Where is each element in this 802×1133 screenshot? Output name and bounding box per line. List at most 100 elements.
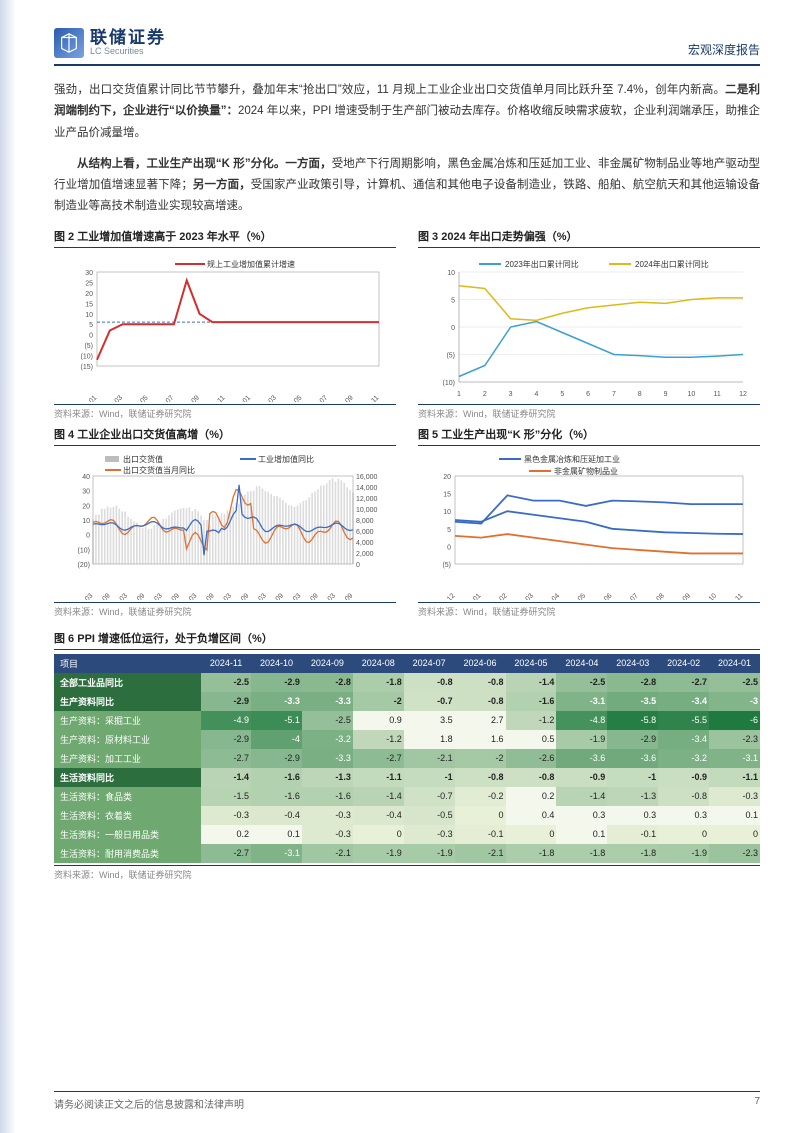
svg-text:15: 15 [443, 491, 451, 498]
svg-text:16,000: 16,000 [356, 474, 378, 481]
ppi-col-header: 2024-01 [709, 654, 760, 673]
svg-text:25: 25 [85, 280, 93, 287]
logo-cn: 联储证券 [90, 29, 166, 48]
svg-text:10: 10 [443, 509, 451, 516]
svg-text:8: 8 [638, 391, 642, 398]
svg-text:工业增加值同比: 工业增加值同比 [258, 454, 314, 464]
svg-text:出口交货值: 出口交货值 [123, 454, 163, 464]
chart-5-title: 图 5 工业生产出现“K 形”分化（%） [418, 426, 760, 446]
svg-text:8,000: 8,000 [356, 518, 374, 525]
chart-2-title: 图 2 工业增加值增速高于 2023 年水平（%） [54, 228, 396, 248]
svg-text:6: 6 [586, 391, 590, 398]
svg-text:2024-08: 2024-08 [643, 592, 666, 600]
svg-text:1: 1 [457, 391, 461, 398]
svg-text:2024-05: 2024-05 [564, 592, 587, 600]
svg-text:(10): (10) [81, 353, 93, 360]
paragraph-1: 强劲，出口交货值累计同比节节攀升，叠加年末“抢出口”效应，11 月规上工业企业出… [54, 80, 760, 144]
ppi-col-header: 2024-10 [251, 654, 302, 673]
chart-4-title: 图 4 工业企业出口交货值高增（%） [54, 426, 396, 446]
ppi-row: 生产资料：采掘工业-4.9-5.1-2.50.93.52.7-1.2-4.8-5… [54, 711, 760, 730]
page-header: 联储证券 LC Securities 宏观深度报告 [54, 28, 760, 66]
chart-5-source: 资料来源：Wind，联储证券研究院 [418, 602, 760, 618]
svg-text:2024-05: 2024-05 [280, 394, 303, 402]
svg-text:5: 5 [560, 391, 564, 398]
svg-text:(5): (5) [84, 343, 93, 350]
chart-3-svg: 2023年出口累计同比2024年出口累计同比(10)(5)05101234567… [418, 252, 760, 402]
header-doc-type: 宏观深度报告 [688, 41, 760, 58]
chart-2-svg: 规上工业增加值累计增速(15)(10)(5)0510152025302023-0… [54, 252, 396, 402]
svg-text:黑色金属冶炼和压延加工业: 黑色金属冶炼和压延加工业 [524, 454, 620, 464]
svg-text:7: 7 [612, 391, 616, 398]
svg-text:2024-02: 2024-02 [486, 592, 509, 600]
ppi-row: 生产资料同比-2.9-3.3-3.3-2-0.7-0.8-1.6-3.1-3.5… [54, 692, 760, 711]
chart-6-source: 资料来源：Wind，联储证券研究院 [54, 865, 760, 881]
svg-text:10: 10 [687, 391, 695, 398]
svg-text:(10): (10) [443, 380, 455, 387]
chart-3-source: 资料来源：Wind，联储证券研究院 [418, 404, 760, 420]
svg-text:12: 12 [739, 391, 747, 398]
svg-text:2023-03: 2023-03 [101, 394, 124, 402]
paragraph-2: 从结构上看，工业生产出现“K 形”分化。一方面，受地产下行周期影响，黑色金属冶炼… [54, 154, 760, 218]
ppi-col-header: 2024-08 [353, 654, 404, 673]
chart-3-title: 图 3 2024 年出口走势偏强（%） [418, 228, 760, 248]
ppi-col-header: 2024-04 [556, 654, 607, 673]
chart-4-source: 资料来源：Wind，联储证券研究院 [54, 602, 396, 618]
svg-text:2: 2 [483, 391, 487, 398]
logo-mark-icon [54, 28, 84, 58]
svg-text:20: 20 [82, 503, 90, 510]
chart-4: 图 4 工业企业出口交货值高增（%） 出口交货值出口交货值当月同比 工业增加值同比… [54, 426, 396, 618]
svg-text:2024-03: 2024-03 [512, 592, 535, 600]
footer-page-number: 7 [754, 1096, 760, 1111]
chart-5-svg: 黑色金属冶炼和压延加工业非金属矿物制品业(5)051015202023-1220… [418, 450, 760, 600]
ppi-col-header: 2024-02 [658, 654, 709, 673]
ppi-col-header: 2024-05 [506, 654, 557, 673]
svg-text:20: 20 [85, 290, 93, 297]
svg-text:2023-09: 2023-09 [178, 394, 201, 402]
svg-text:(5): (5) [442, 562, 451, 569]
svg-text:2024-09: 2024-09 [332, 394, 355, 402]
svg-text:2024-10: 2024-10 [695, 592, 718, 600]
svg-text:0: 0 [356, 562, 360, 569]
svg-text:2023-07: 2023-07 [152, 394, 175, 402]
svg-text:3: 3 [509, 391, 513, 398]
ppi-col-header: 2024-09 [302, 654, 353, 673]
chart-5: 图 5 工业生产出现“K 形”分化（%） 黑色金属冶炼和压延加工业非金属矿物制品… [418, 426, 760, 618]
svg-text:2,000: 2,000 [356, 551, 374, 558]
svg-text:(15): (15) [81, 364, 93, 371]
svg-text:2024-06: 2024-06 [590, 592, 613, 600]
svg-text:0: 0 [451, 325, 455, 332]
svg-text:规上工业增加值累计增速: 规上工业增加值累计增速 [207, 259, 295, 269]
logo-en: LC Securities [90, 47, 166, 57]
svg-text:2024年出口累计同比: 2024年出口累计同比 [635, 259, 709, 269]
svg-text:2024-01: 2024-01 [459, 592, 482, 600]
page-side-gradient [0, 0, 16, 1133]
svg-text:2024-11: 2024-11 [722, 592, 745, 600]
ppi-row: 生产资料：原材料工业-2.9-4-3.2-1.21.81.60.5-1.9-2.… [54, 730, 760, 749]
svg-text:5: 5 [89, 322, 93, 329]
svg-text:出口交货值当月同比: 出口交货值当月同比 [123, 465, 195, 475]
ppi-row: 全部工业品同比-2.5-2.9-2.8-1.8-0.8-0.8-1.4-2.5-… [54, 673, 760, 692]
svg-text:2024-11: 2024-11 [358, 394, 381, 402]
ppi-row: 生活资料：食品类-1.5-1.6-1.6-1.4-0.7-0.20.2-1.4-… [54, 787, 760, 806]
footer-disclaimer: 请务必阅读正文之后的信息披露和法律声明 [54, 1096, 244, 1111]
svg-text:0: 0 [89, 332, 93, 339]
chart-2-source: 资料来源：Wind，联储证券研究院 [54, 404, 396, 420]
chart-6-title: 图 6 PPI 增速低位运行，处于负增区间（%） [54, 630, 760, 650]
chart-2: 图 2 工业增加值增速高于 2023 年水平（%） 规上工业增加值累计增速 (15… [54, 228, 396, 420]
page-footer: 请务必阅读正文之后的信息披露和法律声明 7 [54, 1091, 760, 1111]
svg-text:5: 5 [447, 526, 451, 533]
logo-block: 联储证券 LC Securities [54, 28, 166, 58]
svg-text:2024-01: 2024-01 [229, 394, 252, 402]
svg-text:2023年出口累计同比: 2023年出口累计同比 [505, 259, 579, 269]
svg-text:10,000: 10,000 [356, 507, 378, 514]
charts-grid: 图 2 工业增加值增速高于 2023 年水平（%） 规上工业增加值累计增速 (15… [54, 228, 760, 881]
svg-text:2024-07: 2024-07 [306, 394, 329, 402]
svg-text:非金属矿物制品业: 非金属矿物制品业 [554, 466, 618, 476]
svg-text:2023-11: 2023-11 [204, 394, 227, 402]
ppi-row: 生活资料：一般日用品类0.20.1-0.30-0.3-0.100.1-0.100 [54, 825, 760, 844]
svg-text:(5): (5) [446, 352, 455, 359]
svg-text:4,000: 4,000 [356, 540, 374, 547]
ppi-row: 生活资料：耐用消费品类-2.7-3.1-2.1-1.9-1.9-2.1-1.8-… [54, 844, 760, 863]
svg-text:30: 30 [82, 488, 90, 495]
chart-4-svg: 出口交货值出口交货值当月同比工业增加值同比(20)(10)01020304002… [54, 450, 396, 600]
